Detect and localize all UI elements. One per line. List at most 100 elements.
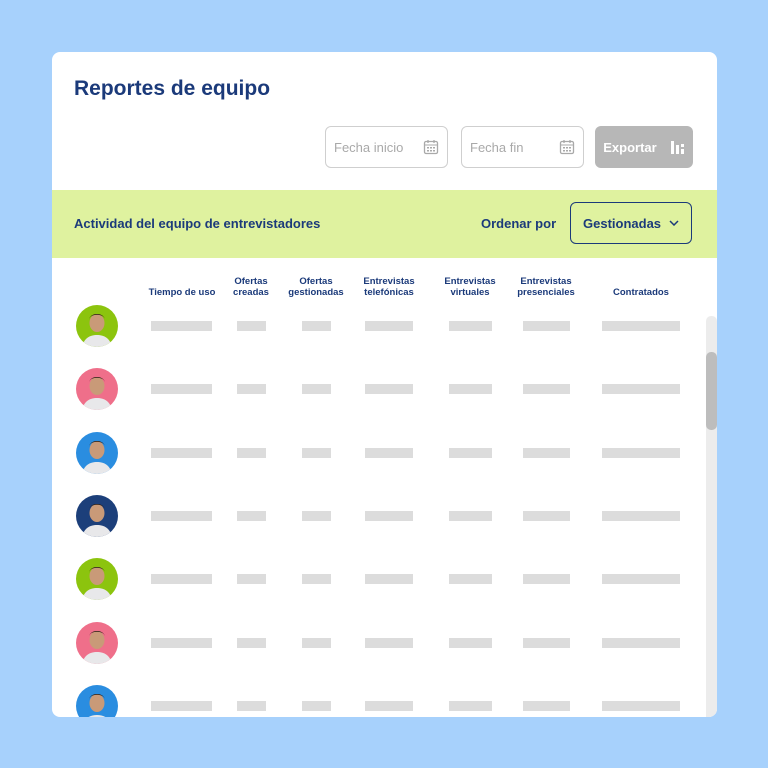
order-label: Ordenar por [481,216,557,231]
placeholder-value-bar [237,321,266,331]
column-header-line: gestionadas [288,287,344,298]
placeholder-value-bar [151,637,212,648]
placeholder-value-bar [237,447,266,458]
placeholder-value-bar [302,574,331,585]
placeholder-value-bar [365,447,413,458]
placeholder-value-bar [449,447,492,458]
placeholder-value-bar [365,637,413,648]
placeholder-value-bar [365,510,413,521]
placeholder-value-bar [449,637,492,648]
export-label: Exportar [603,139,657,155]
column-header-line: Ofertas [234,276,268,287]
avatar [76,305,118,347]
placeholder-value-bar [302,510,331,521]
placeholder-value-bar [151,384,212,395]
end-date-field[interactable]: Fecha fin [461,126,584,168]
placeholder-value-bar [602,700,680,711]
placeholder-value-bar [151,574,212,585]
start-date-field[interactable]: Fecha inicio [325,126,448,168]
column-header-line: Entrevistas [520,276,572,287]
placeholder-value-bar [602,637,680,648]
placeholder-value-bar [523,384,570,395]
column-header-line: creadas [233,287,269,298]
placeholder-value-bar [237,384,266,395]
activity-band: Actividad del equipo de entrevistadores … [52,190,717,258]
avatar [76,558,118,601]
placeholder-value-bar [151,321,212,331]
order-value: Gestionadas [583,215,662,231]
placeholder-value-bar [151,700,212,711]
placeholder-value-bar [302,700,331,711]
avatar [76,368,118,411]
chevron-down-icon [669,220,679,226]
column-header: Entrevistas virtuales [444,276,495,298]
calendar-icon[interactable] [559,139,575,155]
placeholder-value-bar [365,321,413,331]
start-date-placeholder: Fecha inicio [334,139,404,155]
placeholder-value-bar [151,447,212,458]
column-header: Tiempo de uso [149,276,216,298]
avatar [76,621,118,664]
avatar [76,494,118,537]
placeholder-value-bar [365,384,413,395]
table-row[interactable] [52,621,702,666]
column-header: Contratados [613,276,669,298]
placeholder-value-bar [302,321,331,331]
placeholder-value-bar [523,637,570,648]
table-row[interactable] [52,305,702,349]
column-header-line: telefónicas [364,287,414,298]
column-header-line: Tiempo de uso [148,287,216,298]
order-select[interactable]: Gestionadas [570,202,692,244]
placeholder-value-bar [237,637,266,648]
avatar [76,684,118,717]
placeholder-value-bar [523,321,570,331]
placeholder-value-bar [449,321,492,331]
column-header-line: presenciales [517,287,575,298]
column-header-line: Contratados [613,287,669,298]
column-header: Ofertas gestionadas [288,276,343,298]
bar-chart-icon [670,141,684,154]
avatar [76,431,118,474]
placeholder-value-bar [602,574,680,585]
placeholder-value-bar [237,700,266,711]
table-row[interactable] [52,494,702,539]
placeholder-value-bar [602,384,680,395]
table-row[interactable] [52,431,702,476]
placeholder-value-bar [449,700,492,711]
column-header: Entrevistas presenciales [517,276,575,298]
table-row[interactable] [52,558,702,602]
placeholder-value-bar [523,700,570,711]
table-row[interactable] [52,684,702,717]
column-header: Entrevistas telefónicas [363,276,414,298]
placeholder-value-bar [365,700,413,711]
report-card: Reportes de equipo Fecha inicio Fecha fi… [52,52,717,717]
column-header-line: Entrevistas [444,276,496,287]
placeholder-value-bar [237,510,266,521]
section-title: Actividad del equipo de entrevistadores [74,216,321,231]
placeholder-value-bar [523,447,570,458]
placeholder-value-bar [302,384,331,395]
table-row[interactable] [52,368,702,412]
placeholder-value-bar [237,574,266,585]
column-header-line: Entrevistas [363,276,415,287]
placeholder-value-bar [449,574,492,585]
placeholder-value-bar [523,574,570,585]
scrollbar-thumb[interactable] [706,352,717,430]
placeholder-value-bar [302,637,331,648]
column-header-line: virtuales [450,287,490,298]
placeholder-value-bar [523,510,570,521]
placeholder-value-bar [602,510,680,521]
page-title: Reportes de equipo [74,77,271,100]
placeholder-value-bar [449,384,492,395]
placeholder-value-bar [602,321,680,331]
placeholder-value-bar [151,510,212,521]
placeholder-value-bar [302,447,331,458]
calendar-icon[interactable] [423,139,439,155]
end-date-placeholder: Fecha fin [470,139,524,155]
column-header-line: Ofertas [299,276,333,287]
column-header: Ofertas creadas [233,276,269,298]
placeholder-value-bar [449,510,492,521]
scrollbar-track[interactable] [706,316,717,717]
export-button[interactable]: Exportar [595,126,693,168]
placeholder-value-bar [365,574,413,585]
